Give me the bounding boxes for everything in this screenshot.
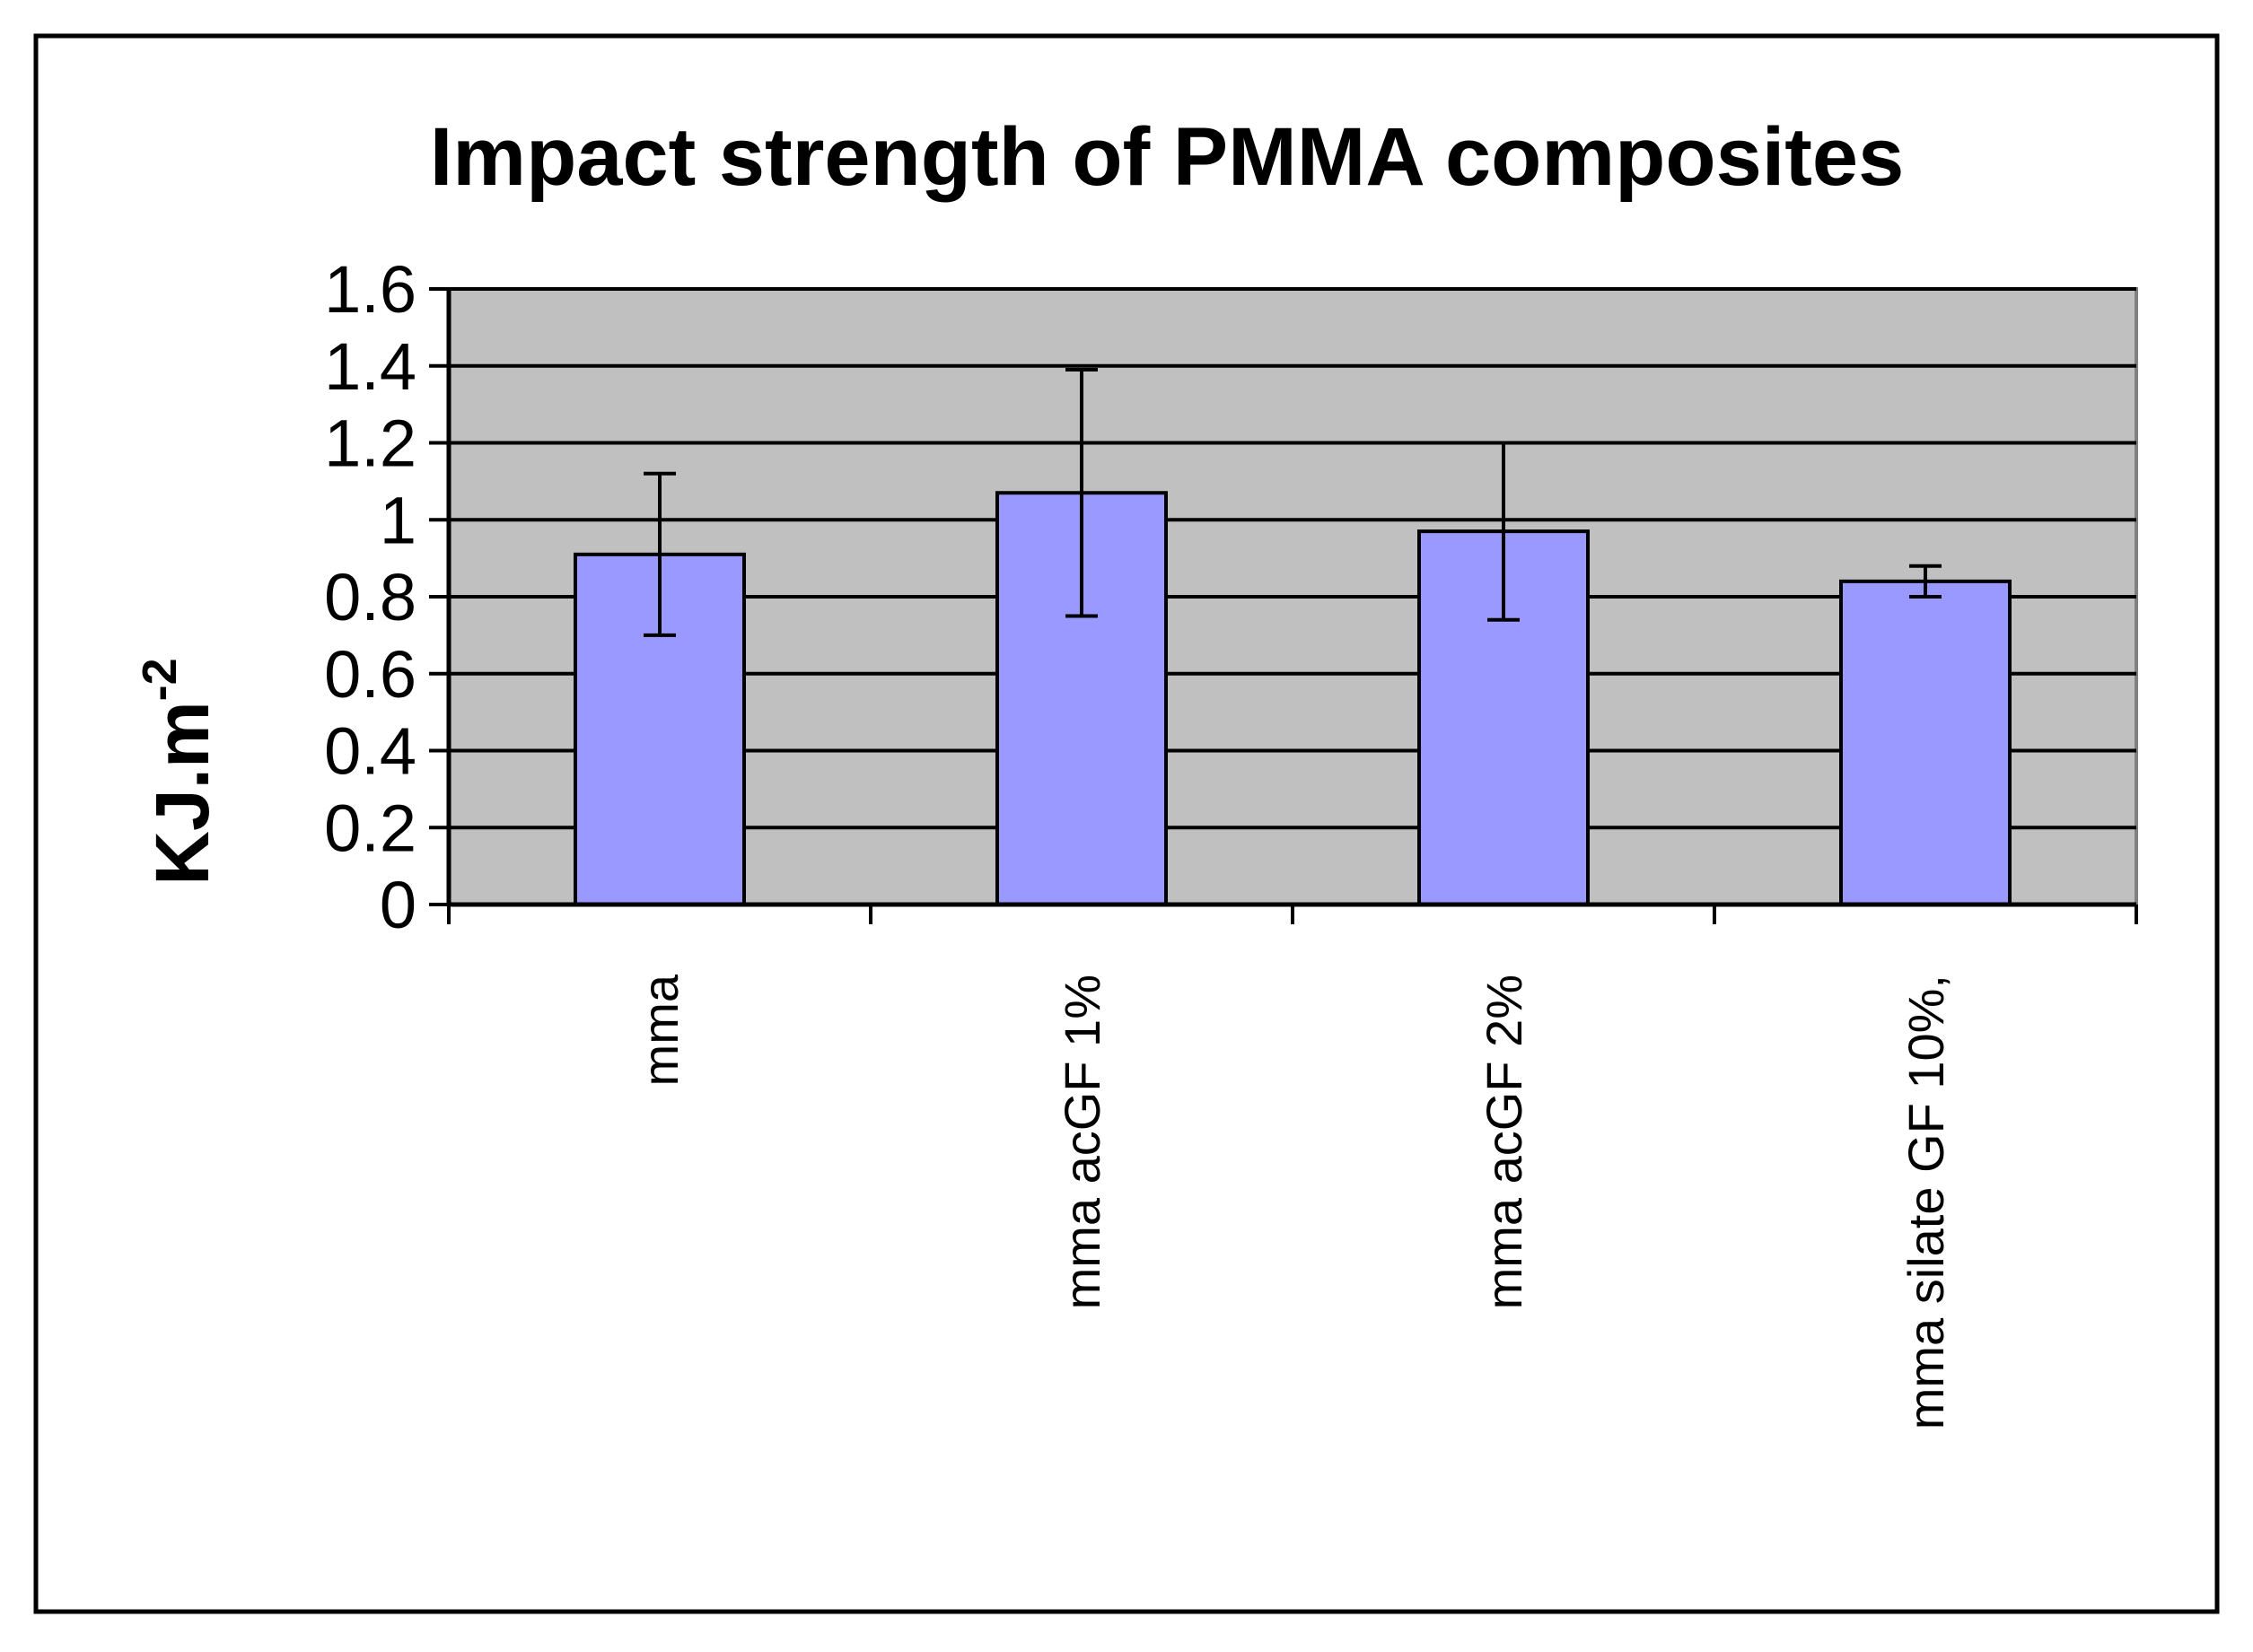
- y-tick-label: 0.6: [324, 637, 416, 712]
- error-bars: [644, 368, 1942, 637]
- y-tick-label: 0.8: [324, 560, 416, 634]
- x-tick-label: mma: [632, 974, 688, 1086]
- y-axis-label-superscript: -2: [133, 658, 187, 701]
- y-axis-label-text: KJ.m: [140, 701, 224, 885]
- chart-title: Impact strength of PMMA composites: [430, 111, 1905, 203]
- y-tick-label: 1.6: [324, 252, 416, 327]
- axes: [429, 287, 2138, 924]
- bar: [995, 491, 1168, 906]
- bar: [1839, 579, 2012, 906]
- y-tick-label: 0: [380, 868, 416, 942]
- y-tick-label: 0.2: [324, 791, 416, 865]
- x-tick-label: mma silate GF 10%,: [1898, 975, 1954, 1429]
- y-axis-label: KJ.m-2: [133, 658, 224, 885]
- bars: [574, 491, 2012, 907]
- y-tick-label: 1.2: [324, 406, 416, 481]
- x-tick-labels: mma mma acGF 1% mma acGF 2% mma silate GF 1…: [632, 974, 1954, 1429]
- x-tick-label: mma acGF 1%: [1054, 975, 1110, 1309]
- y-tick-labels: 00.20.40.60.811.21.41.6: [324, 252, 416, 942]
- y-tick-label: 0.4: [324, 714, 416, 789]
- y-tick-label: 1: [380, 483, 416, 557]
- y-tick-label: 1.4: [324, 329, 416, 404]
- x-tick-label: mma acGF 2%: [1476, 975, 1532, 1309]
